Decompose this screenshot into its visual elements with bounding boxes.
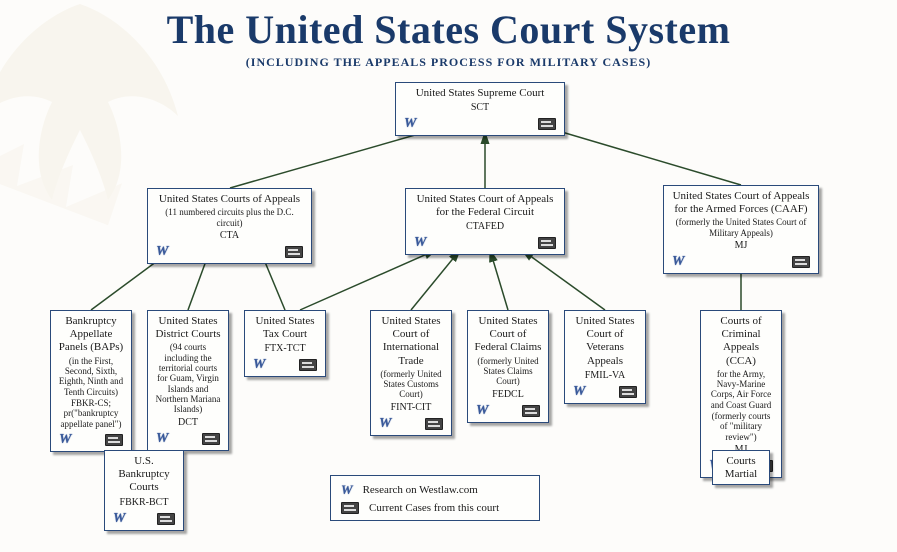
node-name: Bankruptcy Appellate Panels (BAPs) — [57, 315, 125, 355]
node-code: FTX-TCT — [251, 343, 319, 354]
node-code: DCT — [154, 417, 222, 428]
cases-icon[interactable] — [425, 418, 443, 430]
node-note: (11 numbered circuits plus the D.C. circ… — [154, 207, 305, 228]
legend-current: Current Cases from this court — [341, 500, 529, 516]
cases-icon[interactable] — [619, 386, 637, 398]
node-name: Courts Martial — [719, 455, 763, 481]
westlaw-icon[interactable]: W — [476, 403, 488, 419]
node-icon-row: W — [57, 432, 125, 448]
court-node-bap: Bankruptcy Appellate Panels (BAPs)(in th… — [50, 310, 132, 452]
edge-fedcl — [490, 250, 508, 310]
node-note2: FBKR-CS; pr("bankruptcy appellate panel"… — [57, 398, 125, 429]
court-node-fbkrbct: U.S. Bankruptcy Courts FBKR-BCT W — [104, 450, 184, 531]
page-subtitle: (INCLUDING THE APPEALS PROCESS FOR MILIT… — [0, 55, 897, 70]
node-code: CTA — [154, 230, 305, 241]
node-code: FBKR-BCT — [111, 497, 177, 508]
node-note: (formerly the United States Court of Mil… — [670, 217, 812, 238]
cases-icon — [341, 502, 359, 514]
court-node-martial: Courts Martial — [712, 450, 770, 485]
node-name: United States Court of International Tra… — [377, 315, 445, 368]
node-code: CTAFED — [412, 221, 558, 232]
court-node-fmilva: United States Court of Veterans Appeals F… — [564, 310, 646, 404]
westlaw-icon[interactable]: W — [59, 432, 71, 448]
node-note: (formerly United States Claims Court) — [474, 356, 542, 387]
node-name: United States Court of Veterans Appeals — [571, 315, 639, 368]
node-note: (in the First, Second, Sixth, Eighth, Ni… — [57, 356, 125, 397]
legend-research-label: Research on Westlaw.com — [363, 484, 478, 496]
node-name: Courts of Criminal Appeals (CCA) — [707, 315, 775, 368]
node-icon-row: W — [670, 254, 812, 270]
node-name: U.S. Bankruptcy Courts — [111, 455, 177, 495]
cases-icon[interactable] — [202, 433, 220, 445]
westlaw-icon[interactable]: W — [672, 254, 684, 270]
node-code: SCT — [402, 102, 558, 113]
cases-icon[interactable] — [285, 246, 303, 258]
node-name: United States Courts of Appeals — [154, 193, 305, 206]
node-note: for the Army, Navy-Marine Corps, Air For… — [707, 369, 775, 410]
westlaw-icon[interactable]: W — [113, 511, 125, 527]
node-name: United States Supreme Court — [402, 87, 558, 100]
node-icon-row: W — [571, 384, 639, 400]
node-note: (formerly United States Customs Court) — [377, 369, 445, 400]
edge-caaf — [545, 127, 741, 185]
node-icon-row: W — [474, 403, 542, 419]
court-node-caaf: United States Court of Appeals for the A… — [663, 185, 819, 274]
node-note: (94 courts including the territorial cou… — [154, 342, 222, 414]
legend-box: W Research on Westlaw.com Current Cases … — [330, 475, 540, 521]
westlaw-icon[interactable]: W — [379, 416, 391, 432]
westlaw-icon[interactable]: W — [573, 384, 585, 400]
court-node-txtct: United States Tax Court FTX-TCT W — [244, 310, 326, 377]
court-node-fedcl: United States Court of Federal Claims(fo… — [467, 310, 549, 423]
node-code: MJ — [670, 240, 812, 251]
edge-fintcit — [411, 250, 460, 310]
cases-icon[interactable] — [522, 405, 540, 417]
edge-fmilva — [522, 250, 605, 310]
node-icon-row: W — [402, 116, 558, 132]
westlaw-icon: W — [341, 482, 353, 498]
node-name: United States Court of Federal Claims — [474, 315, 542, 355]
node-icon-row: W — [154, 244, 305, 260]
edge-txtct2 — [300, 250, 436, 310]
node-code: FEDCL — [474, 389, 542, 400]
cases-icon[interactable] — [299, 359, 317, 371]
node-icon-row: W — [111, 511, 177, 527]
cases-icon[interactable] — [105, 434, 123, 446]
node-icon-row: W — [377, 416, 445, 432]
court-node-sct: United States Supreme Court SCT W — [395, 82, 565, 136]
node-name: United States Court of Appeals for the A… — [670, 190, 812, 216]
node-note2: (formerly courts of "military review") — [707, 411, 775, 442]
node-icon-row: W — [251, 357, 319, 373]
court-node-cta: United States Courts of Appeals(11 numbe… — [147, 188, 312, 264]
westlaw-icon[interactable]: W — [414, 235, 426, 251]
court-diagram: United States Supreme CourtSCTWUnited St… — [0, 70, 897, 530]
page-title: The United States Court System — [0, 6, 897, 53]
cases-icon[interactable] — [538, 118, 556, 130]
legend-current-label: Current Cases from this court — [369, 502, 499, 514]
court-node-fintcit: United States Court of International Tra… — [370, 310, 452, 436]
westlaw-icon[interactable]: W — [253, 357, 265, 373]
node-name: United States Tax Court — [251, 315, 319, 341]
westlaw-icon[interactable]: W — [156, 244, 168, 260]
court-node-ctafed: United States Court of Appeals for the F… — [405, 188, 565, 255]
node-icon-row: W — [412, 235, 558, 251]
court-node-dct: United States District Courts(94 courts … — [147, 310, 229, 451]
cases-icon[interactable] — [157, 513, 175, 525]
cases-icon[interactable] — [792, 256, 810, 268]
node-code: FINT-CIT — [377, 402, 445, 413]
node-name: United States District Courts — [154, 315, 222, 341]
node-icon-row: W — [154, 431, 222, 447]
node-code: FMIL-VA — [571, 370, 639, 381]
node-name: United States Court of Appeals for the F… — [412, 193, 558, 219]
westlaw-icon[interactable]: W — [404, 116, 416, 132]
westlaw-icon[interactable]: W — [156, 431, 168, 447]
cases-icon[interactable] — [538, 237, 556, 249]
legend-research: W Research on Westlaw.com — [341, 480, 529, 500]
